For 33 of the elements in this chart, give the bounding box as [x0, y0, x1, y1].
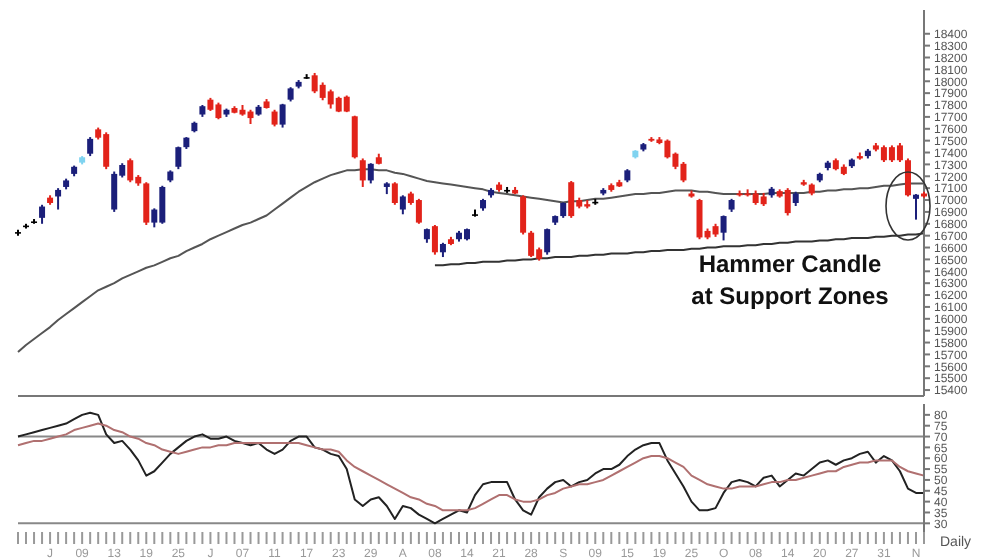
candlestick	[39, 203, 46, 225]
annotation: Hammer Candle	[696, 248, 884, 280]
candlestick	[720, 214, 727, 242]
line-series	[17, 422, 925, 512]
candlestick	[568, 180, 575, 219]
candlestick	[311, 71, 318, 95]
candlestick	[664, 138, 671, 160]
candlestick	[904, 157, 911, 198]
candlestick	[896, 142, 903, 164]
candlestick	[431, 223, 438, 256]
candlestick	[111, 170, 118, 213]
candlestick	[143, 181, 150, 226]
candlestick	[696, 197, 703, 241]
candlestick	[520, 194, 527, 236]
candlestick	[327, 88, 334, 110]
candlestick	[351, 114, 358, 160]
candlestick	[912, 193, 919, 221]
candlestick	[680, 161, 687, 184]
candlestick	[544, 227, 551, 256]
candlestick	[159, 184, 166, 225]
candlestick	[391, 181, 398, 206]
candlestick	[359, 157, 366, 188]
candlestick	[55, 187, 62, 211]
annotation: at Support Zones	[689, 280, 891, 312]
line-series	[17, 411, 925, 525]
candlestick	[87, 136, 94, 158]
candlestick	[528, 229, 535, 259]
candlestick	[367, 162, 374, 185]
candlestick	[399, 194, 406, 216]
candlestick	[103, 131, 110, 171]
candlestick	[415, 197, 422, 225]
candlestick	[127, 157, 134, 184]
candlestick	[784, 187, 791, 217]
